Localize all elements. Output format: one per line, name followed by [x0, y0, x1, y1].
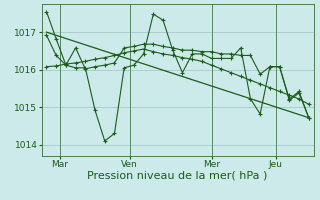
X-axis label: Pression niveau de la mer( hPa ): Pression niveau de la mer( hPa ) — [87, 171, 268, 181]
